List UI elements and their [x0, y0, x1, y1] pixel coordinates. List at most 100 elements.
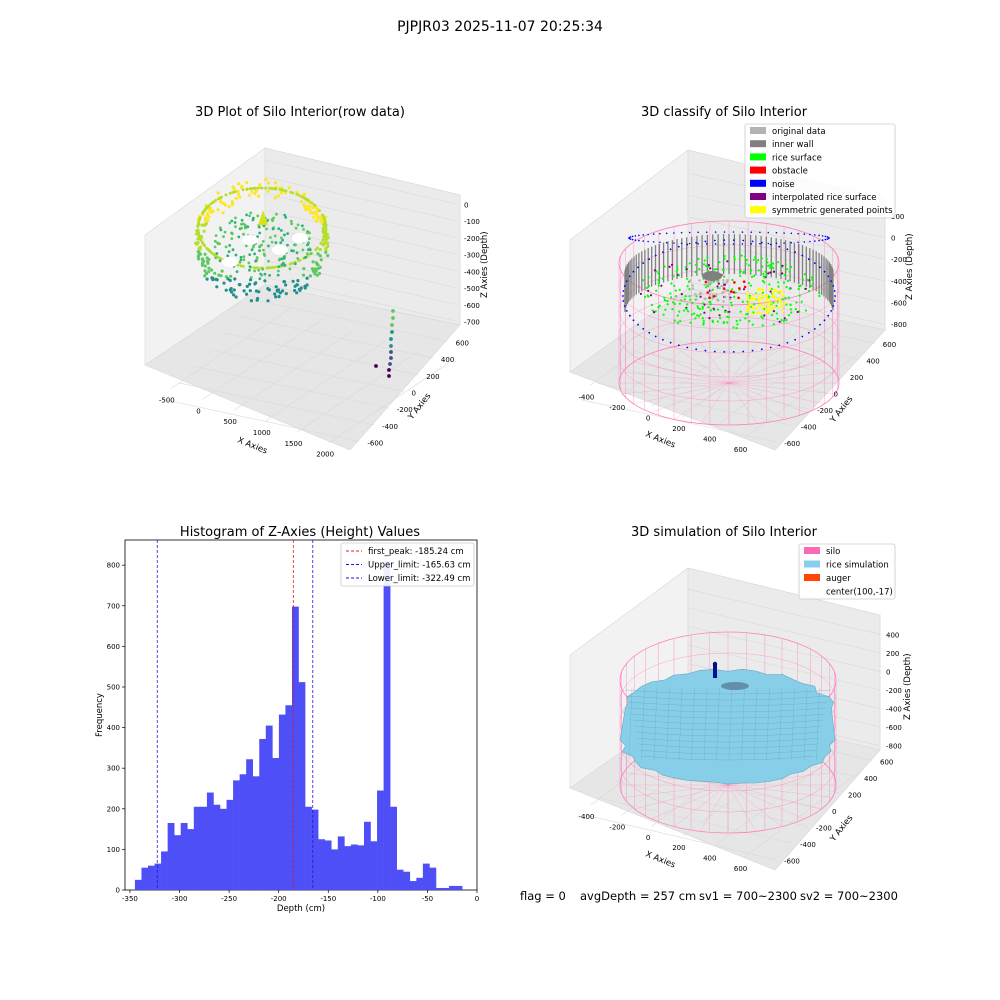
- raw-point: [234, 216, 237, 220]
- classify-noise-point: [625, 280, 628, 282]
- raw-point: [280, 257, 284, 261]
- raw-point: [251, 218, 255, 222]
- classify-noise-point: [622, 295, 624, 297]
- raw-point: [213, 271, 217, 275]
- raw-point: [324, 227, 328, 231]
- raw-point: [228, 221, 232, 225]
- raw-point: [295, 291, 299, 295]
- classify-symmetric-point: [780, 304, 784, 307]
- simulation-ytick: 0: [832, 808, 836, 816]
- classify-surface-point: [657, 272, 660, 275]
- classify-surface-point: [718, 261, 721, 264]
- histogram-bar: [134, 879, 142, 890]
- raw-point: [216, 208, 220, 212]
- raw-point: [216, 241, 220, 245]
- classify-noise-point: [623, 285, 626, 287]
- raw-point: [256, 194, 261, 198]
- classify-ytick: 200: [850, 374, 863, 382]
- raw-xgrid: [329, 362, 450, 443]
- classify-noise-point: [732, 239, 735, 242]
- raw-point: [290, 222, 294, 226]
- simulation-ytick: -400: [800, 841, 816, 849]
- classify-surface-point: [748, 320, 751, 323]
- classify-surface-point: [716, 320, 720, 323]
- classify-silo-spoke: [700, 382, 730, 424]
- raw-zgrid: [265, 176, 459, 222]
- classify-surface-point: [678, 274, 681, 277]
- raw-point: [263, 279, 267, 283]
- classify-silo-spoke: [673, 382, 730, 420]
- simulation-legend: silo rice simulation auger center(100,-17): [798, 543, 896, 600]
- classify-obstacle-point: [743, 285, 747, 289]
- simulation-rice-mesh: [628, 687, 633, 761]
- raw-point: [230, 232, 234, 236]
- histogram-bar: [442, 887, 450, 890]
- classify-symmetric-point: [761, 296, 764, 299]
- simulation-rice-mesh: [636, 737, 820, 743]
- classify-xtick: 200: [672, 425, 685, 433]
- classify-noise-point: [732, 231, 735, 233]
- classify-noise-point: [824, 235, 827, 238]
- raw-ztick: -200: [464, 235, 480, 243]
- panel-classify-3d: 3D classify of Silo Interior -400-200020…: [569, 105, 915, 454]
- classify-surface-point: [679, 320, 682, 323]
- classify-surface-point: [761, 316, 764, 320]
- classify-surface-point: [797, 288, 800, 291]
- simulation-rice-mesh: [778, 687, 783, 761]
- classify-surface-point: [658, 304, 661, 307]
- simulation-xtick: -200: [609, 824, 625, 832]
- classify-surface-point: [784, 296, 787, 300]
- raw-point: [315, 214, 319, 218]
- classify-surface-point: [742, 288, 746, 291]
- raw-point: [223, 230, 227, 234]
- histogram-bar: [291, 606, 299, 890]
- simulation-silo-spoke: [699, 784, 729, 832]
- classify-ztick: 200: [891, 213, 904, 221]
- classify-symmetric-point: [763, 294, 766, 298]
- classify-surface-point: [702, 321, 705, 325]
- raw-point: [293, 288, 297, 293]
- raw-ytick: -600: [367, 440, 383, 448]
- histogram-xtick: -250: [221, 895, 237, 903]
- classify-surface-point: [664, 308, 667, 311]
- simulation-rice-mesh: [791, 687, 795, 761]
- raw-point: [235, 270, 239, 273]
- raw-point: [236, 189, 240, 193]
- classify-noise-point: [803, 241, 806, 243]
- raw-outlier-point: [390, 323, 394, 327]
- classify-original-point: [695, 298, 698, 301]
- simulation-silo-spoke: [623, 784, 729, 798]
- classify-noise-point: [807, 331, 810, 334]
- classify-surface-point: [739, 319, 742, 322]
- raw-point: [234, 253, 238, 257]
- classify-ztick: 0: [891, 235, 895, 243]
- classify-surface-point: [676, 314, 679, 317]
- raw-point: [232, 288, 236, 292]
- simulation-rice-mesh: [638, 743, 818, 749]
- classify-surface-point: [770, 262, 773, 265]
- classify-surface-point: [733, 255, 736, 259]
- raw-ygrid: [179, 382, 375, 426]
- raw-point: [213, 253, 216, 257]
- simulation-ztick: 0: [886, 668, 890, 676]
- classify-surface-point: [703, 259, 706, 262]
- classify-symmetric-point: [765, 308, 768, 311]
- raw-point: [227, 250, 231, 254]
- raw-xgrid: [202, 319, 323, 400]
- raw-point: [256, 266, 260, 270]
- classify-symmetric-point: [752, 308, 755, 311]
- simulation-xtick: -400: [578, 813, 594, 821]
- classify-surface-point: [685, 268, 688, 271]
- classify-surface-point: [690, 313, 694, 316]
- classify-noise-point: [751, 240, 754, 243]
- classify-xtick: 0: [646, 414, 650, 422]
- histogram-bar: [148, 865, 155, 890]
- classify-surface-point: [770, 265, 774, 269]
- classify-surface-point: [695, 295, 698, 298]
- raw-point: [217, 273, 221, 277]
- classify-surface-point: [763, 314, 766, 317]
- histogram-bar: [259, 738, 267, 890]
- panel-raw-3d: 3D Plot of Silo Interior(row data) -500 0…: [144, 105, 490, 459]
- classify-noise-point: [697, 231, 699, 234]
- simulation-rice-body: [619, 668, 836, 785]
